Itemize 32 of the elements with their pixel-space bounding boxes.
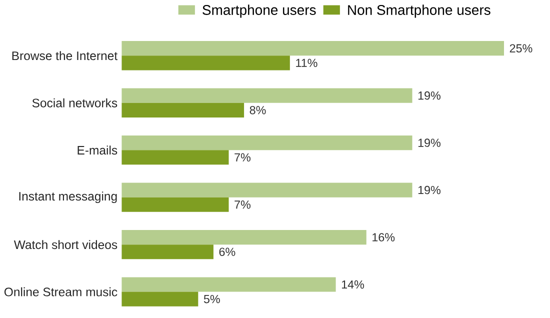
data-label: 16%: [372, 233, 395, 242]
bar: [122, 150, 229, 165]
data-label: 7%: [234, 153, 250, 162]
y-tick-label: Instant messaging: [19, 192, 117, 204]
data-label: 8%: [250, 106, 266, 114]
bar: [122, 292, 198, 306]
data-label: 19%: [418, 138, 440, 148]
bar: [122, 182, 412, 198]
data-label: 14%: [342, 280, 364, 289]
data-label: 19%: [418, 186, 440, 194]
data-label: 6%: [219, 248, 236, 256]
data-label: 25%: [510, 44, 532, 53]
y-tick-label: Browse the Internet: [12, 51, 118, 60]
data-label: 11%: [296, 58, 318, 68]
bar: [122, 277, 336, 292]
y-tick-label: E-mails: [78, 146, 118, 155]
data-label: 19%: [418, 92, 440, 100]
y-tick-label: Watch short videos: [14, 240, 118, 250]
bar: [122, 230, 366, 245]
y-tick-label: Social networks: [32, 98, 118, 108]
data-label: 5%: [204, 295, 220, 304]
bar: [122, 41, 504, 56]
bar: [122, 102, 244, 118]
data-label: 7%: [234, 200, 250, 209]
legend-label: Non Smartphone users: [348, 4, 490, 18]
bar: [122, 56, 290, 70]
bar: [122, 197, 229, 212]
bar: [122, 88, 412, 103]
bar: [122, 244, 214, 260]
bar: [122, 136, 412, 150]
legend-label: Smartphone users: [202, 4, 316, 18]
y-tick-label: Online Stream music: [4, 287, 118, 296]
